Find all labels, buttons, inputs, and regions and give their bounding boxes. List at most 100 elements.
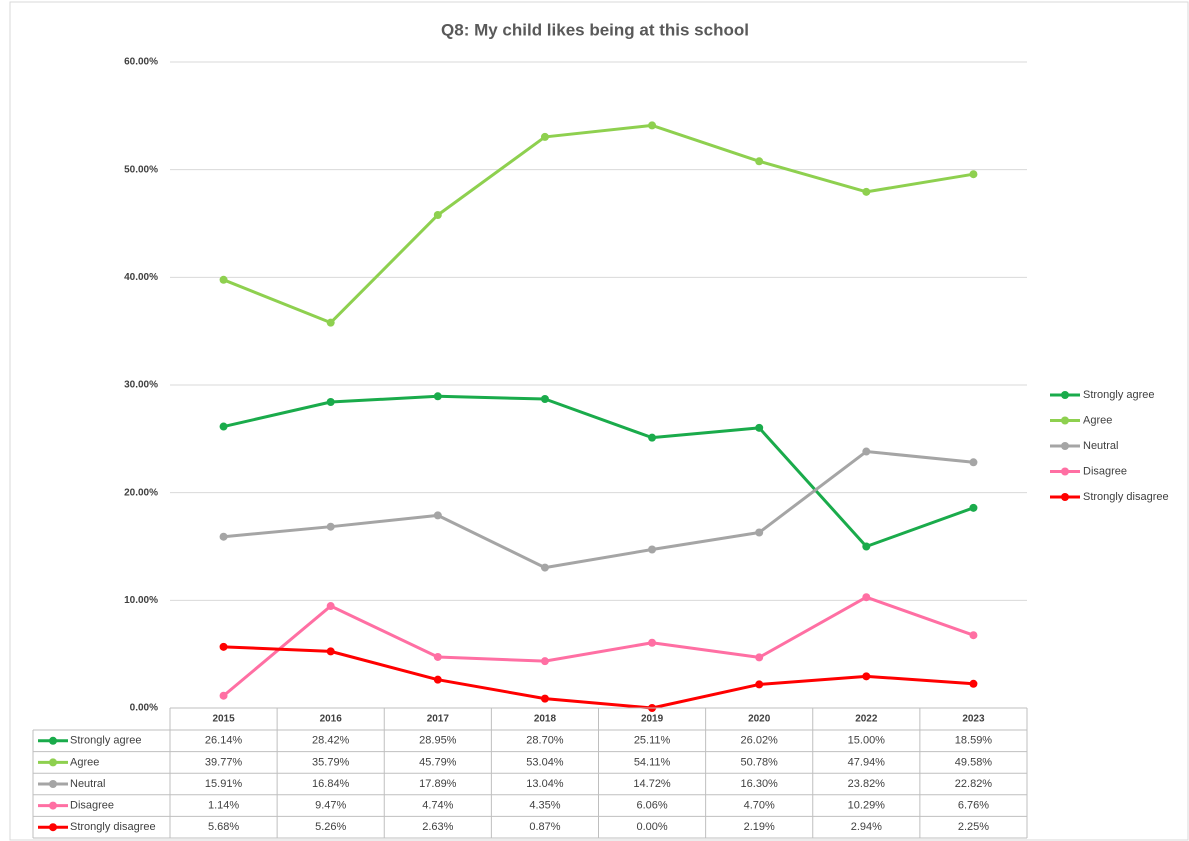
point [219, 275, 228, 284]
point [219, 642, 228, 651]
y-tick-label: 30.00% [124, 380, 158, 391]
table-cell: 13.04% [526, 778, 564, 790]
table-cell: 0.87% [529, 821, 560, 833]
table-row-label: Strongly disagree [70, 821, 156, 833]
table-cell: 5.68% [208, 821, 239, 833]
point [755, 653, 764, 662]
point [433, 210, 442, 219]
table-cell: 15.91% [205, 778, 243, 790]
series-line [223, 450, 974, 570]
x-tick-label: 2020 [748, 714, 771, 725]
y-tick-label: 40.00% [124, 272, 158, 283]
x-tick-label: 2016 [320, 714, 343, 725]
point [540, 394, 549, 403]
point [862, 542, 871, 551]
table-marker [49, 823, 57, 832]
table-row-label: Strongly agree [70, 735, 142, 747]
point [755, 157, 764, 166]
table-marker [49, 801, 57, 810]
y-tick-label: 50.00% [124, 164, 158, 175]
table-cell: 26.02% [741, 735, 779, 747]
point [755, 680, 764, 689]
table-cell: 18.59% [955, 735, 993, 747]
table-cell: 2.19% [744, 821, 775, 833]
table-marker [49, 736, 57, 745]
point [862, 447, 871, 456]
table-cell: 10.29% [848, 800, 886, 812]
legend-marker [1061, 416, 1069, 425]
table-cell: 9.47% [315, 800, 346, 812]
point [969, 631, 978, 640]
series-line [222, 595, 974, 697]
table-cell: 2.25% [958, 821, 989, 833]
legend-marker [1061, 467, 1069, 476]
table-cell: 2.94% [851, 821, 882, 833]
x-tick-label: 2017 [427, 714, 450, 725]
legend-marker [1061, 493, 1069, 501]
point [969, 503, 978, 512]
legend-label: Agree [1083, 414, 1112, 426]
y-tick-label: 0.00% [130, 703, 158, 714]
table-cell: 25.11% [634, 735, 671, 747]
table-cell: 4.35% [529, 800, 560, 812]
legend-label: Strongly agree [1083, 389, 1155, 401]
point [862, 593, 871, 602]
legend-label: Neutral [1083, 440, 1118, 452]
x-tick-label: 2023 [962, 714, 985, 725]
table-cell: 2.63% [422, 821, 453, 833]
point [540, 563, 549, 572]
point [648, 121, 657, 130]
table-cell: 35.79% [312, 756, 350, 768]
legend-marker [1061, 442, 1069, 450]
table-cell: 39.77% [205, 756, 243, 768]
x-tick-label: 2022 [855, 714, 878, 725]
point [862, 187, 871, 196]
legend-label: Disagree [1083, 465, 1127, 477]
table-cell: 26.14% [205, 735, 243, 747]
chart-frame [9, 1, 1189, 841]
point [862, 672, 871, 681]
point [648, 433, 657, 442]
point [433, 675, 442, 684]
point [648, 545, 657, 554]
table-cell: 6.06% [636, 800, 667, 812]
table-cell: 0.00% [636, 821, 667, 833]
point [326, 398, 335, 407]
point [433, 511, 442, 520]
point [755, 528, 764, 537]
point [540, 657, 549, 666]
table-cell: 28.42% [312, 735, 350, 747]
table-cell: 15.00% [848, 735, 886, 747]
table-marker [49, 780, 57, 788]
series-line [223, 123, 974, 325]
y-tick-label: 20.00% [124, 487, 158, 498]
point [540, 694, 549, 703]
x-tick-label: 2015 [212, 714, 235, 725]
point [969, 679, 978, 688]
table-cell: 6.76% [958, 800, 989, 812]
chart-title: Q8: My child likes being at this school [441, 20, 749, 39]
point [969, 458, 978, 467]
legend-marker [1061, 391, 1069, 399]
table-cell: 47.94% [848, 756, 886, 768]
table-cell: 14.72% [633, 778, 671, 790]
table-row-label: Agree [70, 756, 99, 768]
point [326, 647, 335, 656]
y-tick-label: 60.00% [124, 57, 158, 68]
legend-label: Strongly disagree [1083, 491, 1169, 503]
series-line [223, 645, 974, 710]
table-cell: 49.58% [955, 756, 993, 768]
point [433, 392, 442, 401]
y-tick-label: 10.00% [124, 595, 158, 606]
table-cell: 28.95% [419, 735, 457, 747]
series-line [223, 394, 974, 548]
point [540, 132, 549, 141]
point [219, 691, 228, 700]
table-cell: 4.74% [422, 800, 453, 812]
table-cell: 16.84% [312, 778, 350, 790]
table-cell: 53.04% [526, 756, 564, 768]
x-tick-label: 2018 [534, 714, 557, 725]
table-cell: 16.30% [741, 778, 779, 790]
point [326, 602, 335, 611]
